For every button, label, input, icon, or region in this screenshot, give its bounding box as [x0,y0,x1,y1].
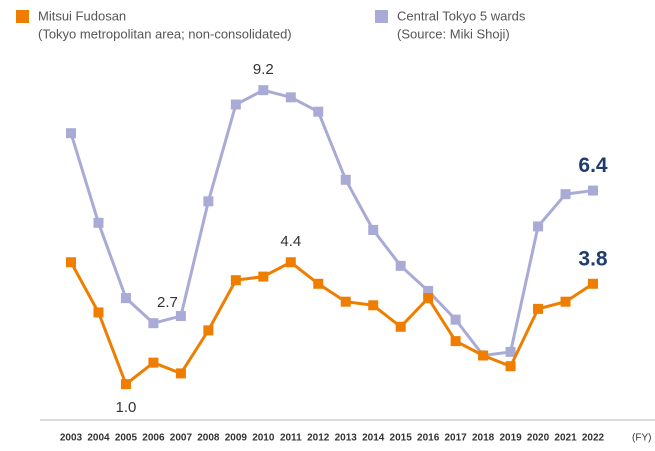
data-label: 2.7 [157,294,178,311]
x-tick-label: 2015 [390,433,413,444]
point-marker [175,368,186,379]
data-label: 3.8 [578,247,608,270]
legend-swatch [16,10,29,23]
point-marker [148,357,159,368]
point-marker [478,350,489,361]
x-tick-label: 2014 [362,433,385,444]
point-marker [505,361,516,372]
x-tick-label: 2013 [335,433,358,444]
data-label: 6.4 [578,154,608,177]
x-tick-label: 2012 [307,433,330,444]
point-marker [258,85,269,96]
x-tick-label: 2021 [554,433,577,444]
legend-note: (Tokyo metropolitan area; non-consolidat… [38,26,292,41]
point-marker [258,271,269,282]
point-marker [505,346,516,357]
x-tick-label: 2008 [197,433,220,444]
point-marker [340,296,351,307]
point-marker [560,189,571,200]
legend-label: Central Tokyo 5 wards [397,8,526,23]
x-tick-label: 2019 [499,433,522,444]
point-marker [175,311,186,322]
series-line [69,88,594,357]
x-tick-label: 2016 [417,433,440,444]
x-tick-label: 2004 [87,433,110,444]
data-label: 9.2 [253,61,274,78]
point-marker [313,106,324,117]
point-marker [230,275,241,286]
x-tick-label: 2003 [60,433,83,444]
point-marker [120,293,131,304]
data-label: 4.4 [280,233,301,250]
x-axis-label: (FY) [632,433,651,444]
point-marker [533,221,544,232]
point-marker [285,257,296,268]
point-marker [560,296,571,307]
point-marker [423,293,434,304]
x-tick-label: 2020 [527,433,550,444]
legend-label: Mitsui Fudosan [38,8,126,23]
x-tick-label: 2009 [225,433,248,444]
x-tick-label: 2011 [280,433,302,444]
x-tick-label: 2005 [115,433,138,444]
point-marker [450,336,461,347]
point-marker [588,278,598,289]
point-marker [395,260,406,271]
point-marker [588,185,598,196]
point-marker [450,314,461,325]
x-tick-label: 2006 [142,433,165,444]
x-tick-label: 2017 [445,433,468,444]
point-marker [93,217,104,228]
data-label: 1.0 [116,399,137,416]
point-marker [120,379,131,390]
point-marker [423,285,434,296]
point-marker [285,92,296,103]
legend-swatch [375,10,388,23]
point-marker [66,128,76,139]
point-marker [230,99,241,110]
x-tick-label: 2010 [252,433,275,444]
point-marker [203,196,214,207]
point-marker [148,318,159,329]
point-marker [93,307,104,318]
point-marker [340,174,351,185]
point-marker [66,257,76,268]
point-marker [533,303,544,314]
point-marker [313,278,324,289]
point-marker [368,300,379,311]
point-marker [203,325,214,336]
x-tick-label: 2022 [582,433,605,444]
legend-note: (Source: Miki Shoji) [397,26,510,41]
x-tick-label: 2007 [170,433,193,444]
x-tick-label: 2018 [472,433,495,444]
point-marker [368,224,379,235]
point-marker [395,321,406,332]
